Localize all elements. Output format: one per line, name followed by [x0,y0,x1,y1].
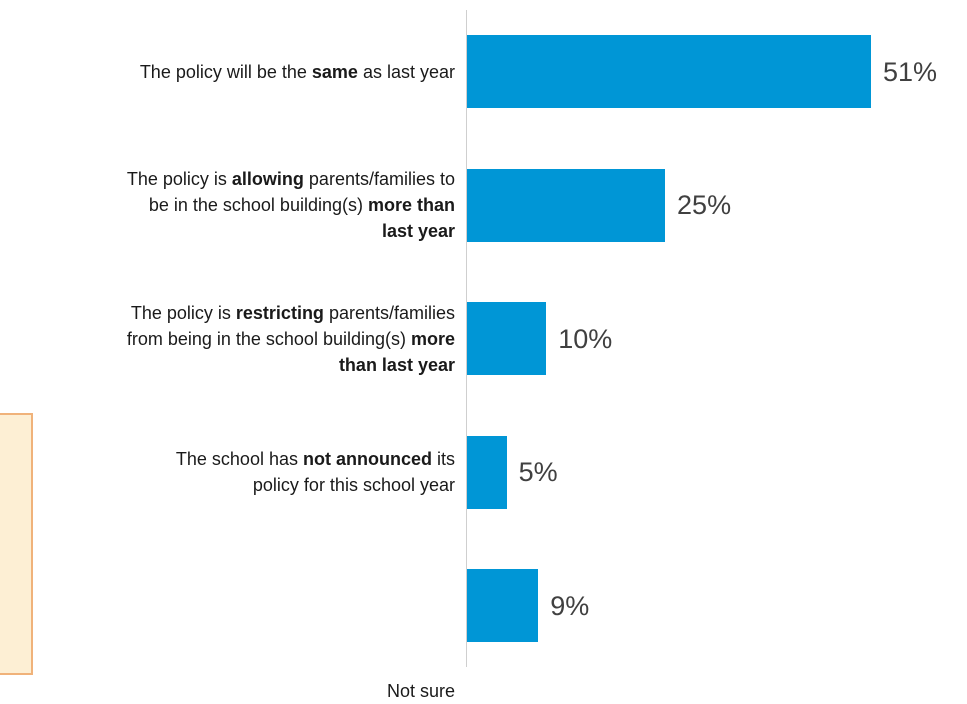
bar-2 [467,168,666,242]
value-label-1: 51% [883,56,938,87]
bar-1 [467,35,871,108]
category-label-4: The school has not announced its policy f… [175,449,455,495]
callout-box [0,413,33,675]
bar-5 [467,569,539,642]
category-label-2: The policy is allowing parents/families … [126,169,455,241]
bar-3 [467,302,547,375]
category-label-3: The policy is restricting parents/famili… [126,302,455,375]
value-label-4: 5% [518,457,558,487]
value-label-5: 9% [550,590,590,621]
category-label-1: The policy will be the same as last year [139,61,455,82]
bar-4 [467,435,507,509]
category-axis-line [466,10,467,667]
value-label-2: 25% [677,190,732,220]
value-label-3: 10% [558,323,613,354]
category-label-5: Not sure [386,680,455,701]
